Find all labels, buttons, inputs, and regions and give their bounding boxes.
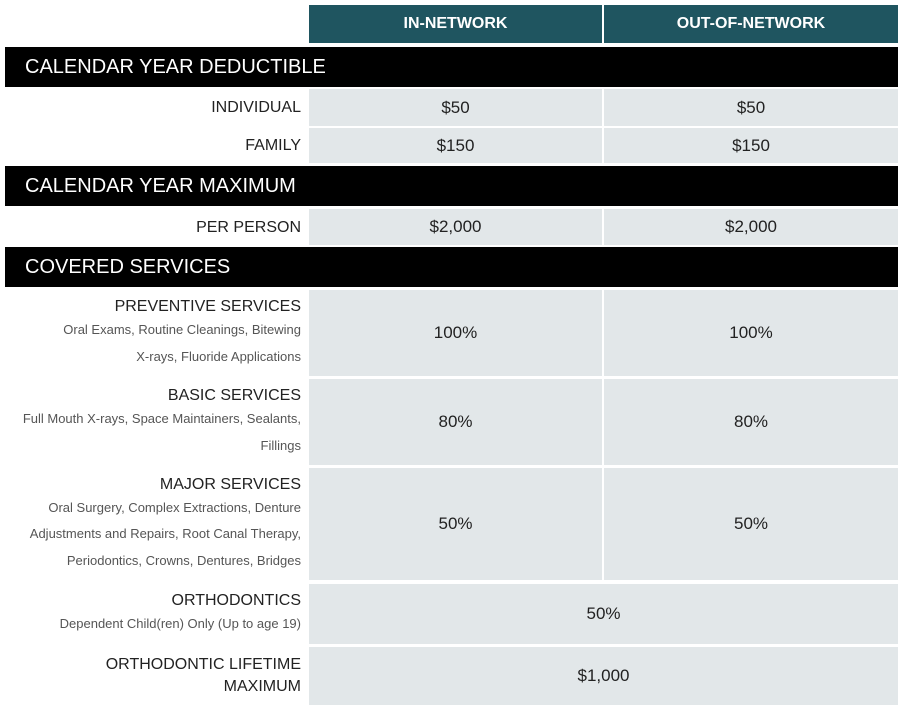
cell-preventive-in-network: 100%: [309, 290, 602, 376]
cell-major-in-network: 50%: [309, 468, 602, 580]
row-label-text: ORTHODONTICS: [171, 592, 301, 610]
section-header-covered-services: COVERED SERVICES: [5, 247, 898, 287]
row-description-line: Full Mouth X-rays, Space Maintainers, Se…: [22, 411, 301, 426]
row-label-basic-services: BASIC SERVICES Full Mouth X-rays, Space …: [5, 379, 307, 465]
row-label-major-services: MAJOR SERVICES Oral Surgery, Complex Ext…: [5, 468, 307, 580]
row-label-per-person: PER PERSON: [5, 209, 307, 245]
row-label-individual: INDIVIDUAL: [5, 89, 307, 126]
row-description-line: X-rays, Fluoride Applications: [136, 348, 301, 364]
row-label-text: BASIC SERVICES: [167, 387, 301, 404]
cell-orthodontic-lifetime-maximum-both-networks: $1,000: [309, 647, 898, 705]
row-label-text: MAXIMUM: [223, 678, 301, 695]
row-description-line: Periodontics, Crowns, Dentures, Bridges: [66, 552, 301, 568]
column-header-out-of-network: OUT-OF-NETWORK: [604, 5, 898, 43]
row-description-line: Adjustments and Repairs, Root Canal Ther…: [29, 526, 301, 542]
cell-per-person-in-network: $2,000: [309, 209, 602, 245]
row-label-family: FAMILY: [5, 128, 307, 163]
cell-family-out-of-network: $150: [604, 128, 898, 163]
cell-family-in-network: $150: [309, 128, 602, 163]
cell-orthodontics-both-networks: 50%: [309, 584, 898, 644]
column-header-in-network: IN-NETWORK: [309, 5, 602, 43]
row-description-line: Fillings: [260, 437, 301, 453]
section-header-maximum: CALENDAR YEAR MAXIMUM: [5, 166, 898, 206]
row-description-line: Oral Surgery, Complex Extractions, Dentu…: [48, 499, 301, 515]
row-label-text: FAMILY: [245, 137, 301, 154]
cell-preventive-out-of-network: 100%: [604, 290, 898, 376]
cell-basic-out-of-network: 80%: [604, 379, 898, 465]
row-label-text: INDIVIDUAL: [211, 99, 301, 116]
cell-individual-in-network: $50: [309, 89, 602, 126]
row-description-line: Dependent Child(ren) Only (Up to age 19): [59, 616, 301, 632]
row-label-text: PER PERSON: [196, 218, 301, 236]
cell-basic-in-network: 80%: [309, 379, 602, 465]
row-label-text: PREVENTIVE SERVICES: [114, 298, 301, 315]
row-label-text: MAJOR SERVICES: [159, 475, 301, 493]
section-header-deductible: CALENDAR YEAR DEDUCTIBLE: [5, 47, 898, 87]
cell-individual-out-of-network: $50: [604, 89, 898, 126]
cell-per-person-out-of-network: $2,000: [604, 209, 898, 245]
cell-major-out-of-network: 50%: [604, 468, 898, 580]
row-label-orthodontics: ORTHODONTICS Dependent Child(ren) Only (…: [5, 584, 307, 644]
row-label-preventive-services: PREVENTIVE SERVICES Oral Exams, Routine …: [5, 290, 307, 376]
row-label-orthodontic-lifetime-maximum: ORTHODONTIC LIFETIME MAXIMUM: [5, 647, 307, 705]
row-label-text: ORTHODONTIC LIFETIME: [105, 656, 301, 673]
row-description-line: Oral Exams, Routine Cleanings, Bitewing: [63, 322, 301, 337]
